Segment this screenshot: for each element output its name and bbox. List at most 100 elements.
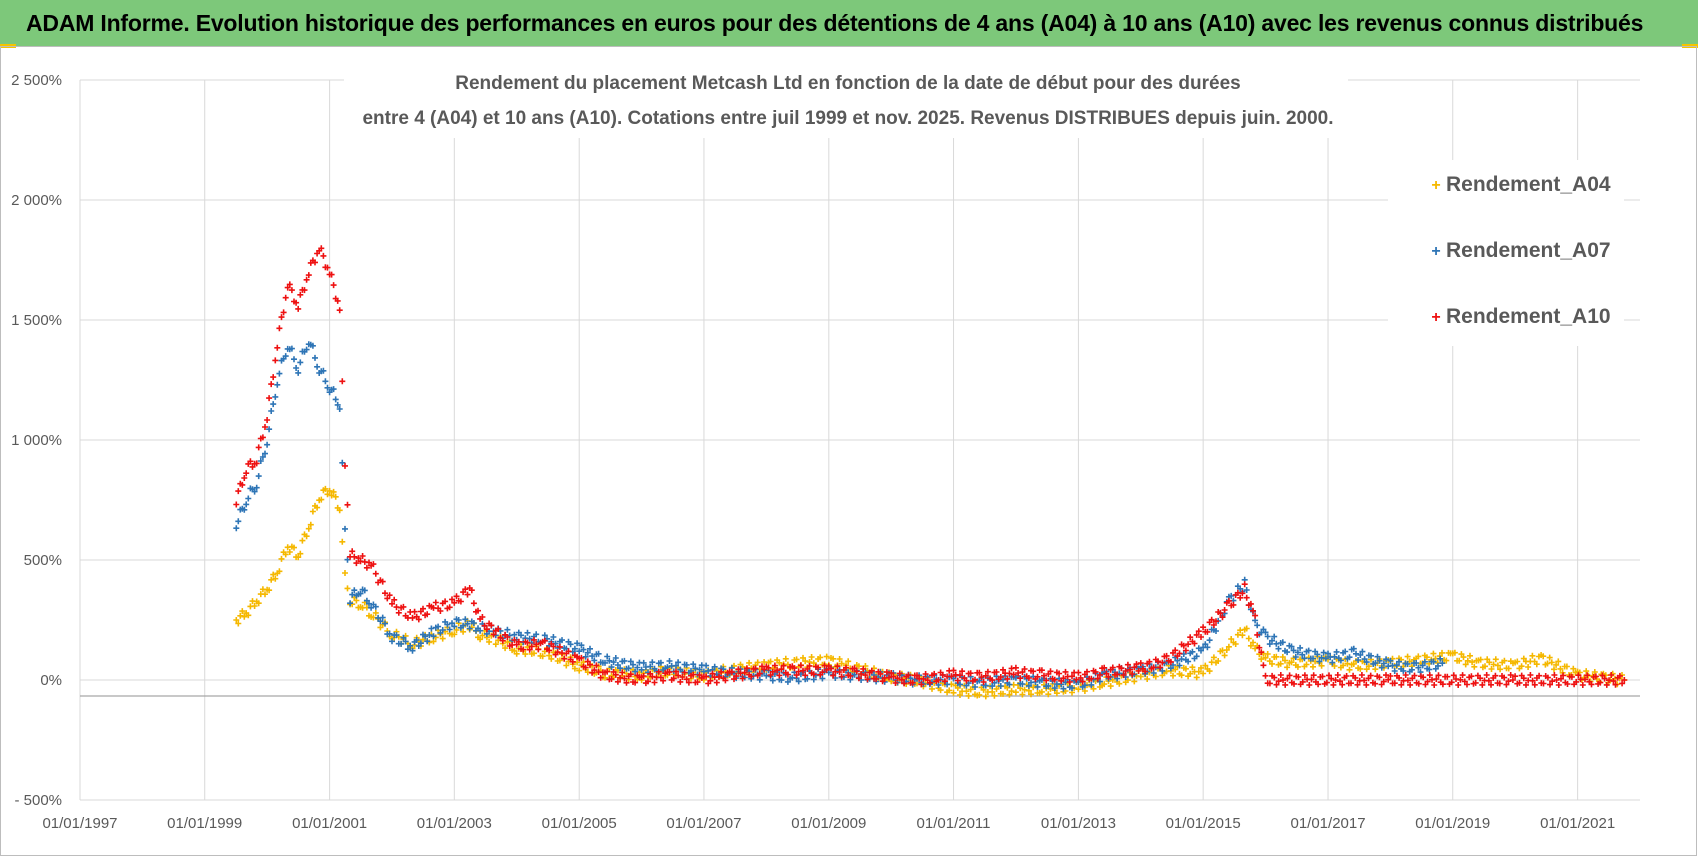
data-point-a04 [548,655,555,662]
data-point-a07 [400,634,407,641]
data-point-a04 [1460,654,1467,661]
data-point-a07 [1159,667,1166,674]
data-point-a07 [1266,641,1273,648]
data-point-a10 [774,667,781,674]
data-point-a10 [468,587,475,594]
data-point-a04 [1250,639,1256,646]
data-point-a10 [524,639,531,646]
data-point-a07 [404,646,411,653]
data-point-a07 [1391,668,1398,674]
data-point-a10 [1129,671,1136,677]
data-point-a07 [1060,685,1067,692]
data-point-a07 [1269,637,1275,644]
data-point-a07 [1376,657,1383,664]
data-point-a07 [439,627,446,633]
data-point-a04 [1415,653,1422,660]
data-point-a04 [1223,647,1230,653]
data-point-a10 [1306,682,1313,688]
data-point-a10 [336,307,343,314]
data-point-a10 [372,570,379,577]
data-point-a07 [690,661,697,668]
data-point-a10 [1579,682,1586,688]
data-point-a04 [1570,665,1577,672]
data-point-a10 [249,463,256,470]
data-point-a04 [309,508,316,515]
data-point-a10 [830,672,837,679]
data-point-a10 [1219,614,1226,621]
data-point-a10 [268,381,275,388]
data-point-a07 [673,662,679,669]
data-point-a04 [1340,662,1347,669]
data-point-a07 [1421,658,1428,665]
data-point-a10 [1017,675,1024,682]
data-point-a07 [322,378,329,385]
data-point-a07 [1189,648,1196,655]
data-point-a10 [838,673,845,680]
data-point-a10 [1066,679,1073,685]
data-point-a04 [330,488,337,495]
data-point-a10 [765,664,772,671]
y-tick-label: 1 000% [11,432,62,449]
data-point-a07 [297,359,304,366]
y-tick-label: 0% [40,672,62,689]
data-point-a10 [1258,649,1265,656]
data-point-a07 [1069,685,1075,691]
data-point-a10 [255,444,262,451]
data-point-a10 [1610,678,1617,685]
data-point-a10 [1105,673,1112,680]
data-point-a07 [550,634,557,640]
data-point-a10 [728,669,735,676]
data-point-a10 [355,555,362,562]
data-point-a04 [754,659,761,666]
data-point-a07 [257,458,264,464]
data-point-a04 [1225,643,1232,650]
data-point-a04 [303,533,310,540]
data-point-a10 [1056,670,1063,677]
data-point-a04 [266,587,273,594]
data-point-a04 [477,636,484,643]
data-point-a07 [386,630,393,637]
data-point-a10 [862,672,869,679]
data-point-a07 [580,646,587,653]
data-point-a04 [1331,663,1338,669]
data-point-a04 [314,504,321,511]
data-point-a10 [382,590,388,597]
data-point-a04 [836,656,843,662]
data-point-a10 [1034,673,1041,680]
data-point-a10 [843,664,849,671]
data-point-a04 [486,638,493,645]
data-point-a10 [272,357,279,364]
data-point-a07 [778,677,785,684]
data-point-a07 [393,632,400,639]
data-point-a07 [1025,682,1032,689]
data-point-a10 [959,668,966,675]
data-point-a10 [363,564,370,571]
data-point-a07 [264,441,271,448]
data-point-a07 [627,658,634,665]
data-point-a10 [1544,674,1551,681]
data-point-a10 [565,648,572,655]
data-point-a07 [692,665,699,672]
data-point-a10 [982,672,989,679]
data-point-a07 [630,661,636,668]
data-point-a04 [1137,673,1144,680]
data-point-a10 [1332,677,1339,684]
data-point-a04 [307,521,314,528]
data-point-a04 [276,568,283,575]
data-point-a10 [1182,647,1189,654]
data-point-a10 [1000,666,1006,673]
data-point-a10 [683,676,690,683]
data-point-a10 [679,674,686,680]
data-point-a10 [511,637,518,643]
data-point-a10 [293,299,300,306]
plot-area [233,245,1628,700]
data-point-a10 [954,677,961,684]
data-point-a10 [1127,666,1133,673]
data-point-a10 [1527,672,1534,678]
data-point-a10 [670,675,677,682]
data-point-a10 [243,470,250,477]
data-point-a10 [623,679,630,686]
data-point-a10 [709,670,716,677]
data-point-a04 [1525,664,1532,670]
data-point-a07 [1290,647,1297,654]
